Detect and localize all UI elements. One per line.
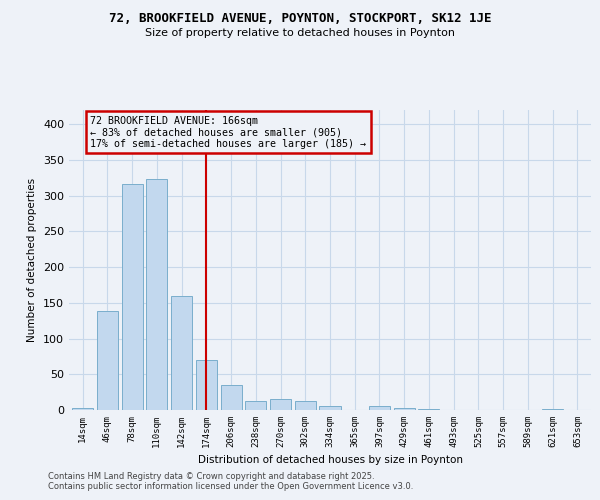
Text: Contains HM Land Registry data © Crown copyright and database right 2025.: Contains HM Land Registry data © Crown c… bbox=[48, 472, 374, 481]
Bar bbox=[245, 402, 266, 410]
Text: 72 BROOKFIELD AVENUE: 166sqm
← 83% of detached houses are smaller (905)
17% of s: 72 BROOKFIELD AVENUE: 166sqm ← 83% of de… bbox=[90, 116, 366, 149]
Bar bbox=[97, 312, 118, 410]
Bar bbox=[72, 408, 93, 410]
Bar bbox=[319, 406, 341, 410]
Bar bbox=[270, 400, 291, 410]
Y-axis label: Number of detached properties: Number of detached properties bbox=[28, 178, 37, 342]
Bar bbox=[295, 402, 316, 410]
Bar bbox=[394, 408, 415, 410]
Text: Contains public sector information licensed under the Open Government Licence v3: Contains public sector information licen… bbox=[48, 482, 413, 491]
X-axis label: Distribution of detached houses by size in Poynton: Distribution of detached houses by size … bbox=[197, 456, 463, 466]
Bar bbox=[171, 296, 192, 410]
Bar bbox=[221, 385, 242, 410]
Bar bbox=[369, 406, 390, 410]
Bar bbox=[146, 180, 167, 410]
Text: Size of property relative to detached houses in Poynton: Size of property relative to detached ho… bbox=[145, 28, 455, 38]
Bar bbox=[542, 408, 563, 410]
Bar bbox=[122, 184, 143, 410]
Bar bbox=[196, 360, 217, 410]
Text: 72, BROOKFIELD AVENUE, POYNTON, STOCKPORT, SK12 1JE: 72, BROOKFIELD AVENUE, POYNTON, STOCKPOR… bbox=[109, 12, 491, 26]
